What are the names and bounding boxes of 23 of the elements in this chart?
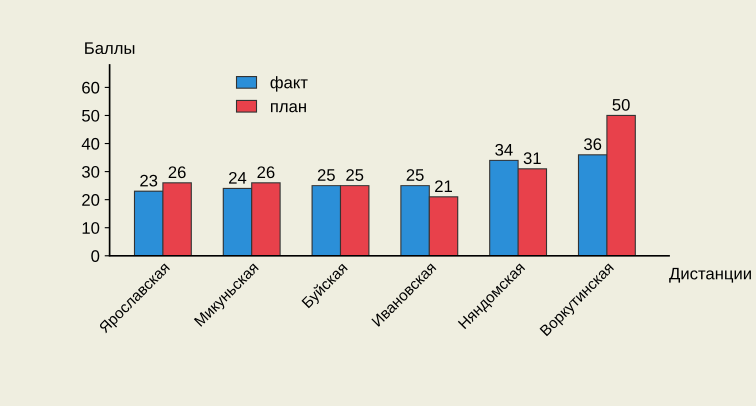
data-label: 25	[346, 169, 364, 181]
y-tick-label: 10	[82, 222, 100, 234]
data-label: 21	[435, 180, 452, 192]
data-label: 31	[524, 152, 541, 164]
legend-label: факт	[270, 76, 308, 92]
y-axis-title: Баллы	[85, 42, 134, 54]
y-tick-label: 50	[82, 110, 100, 122]
data-label: 50	[612, 98, 630, 111]
data-label: 34	[495, 144, 513, 156]
data-label: 23	[140, 174, 158, 187]
y-tick-label: 60	[82, 82, 100, 94]
data-label: 25	[318, 169, 335, 181]
data-label: 26	[257, 166, 274, 178]
y-tick-label: 40	[82, 138, 100, 150]
data-label: 25	[406, 169, 424, 181]
y-tick-label: 20	[82, 194, 100, 206]
data-label: 26	[168, 166, 186, 178]
y-tick-label: 0	[91, 250, 100, 262]
legend-label: план	[271, 103, 306, 112]
data-label: 24	[229, 172, 246, 184]
data-label: 36	[584, 138, 602, 150]
x-axis-title: Дистанции	[669, 268, 751, 283]
y-tick-label: 30	[82, 166, 100, 178]
